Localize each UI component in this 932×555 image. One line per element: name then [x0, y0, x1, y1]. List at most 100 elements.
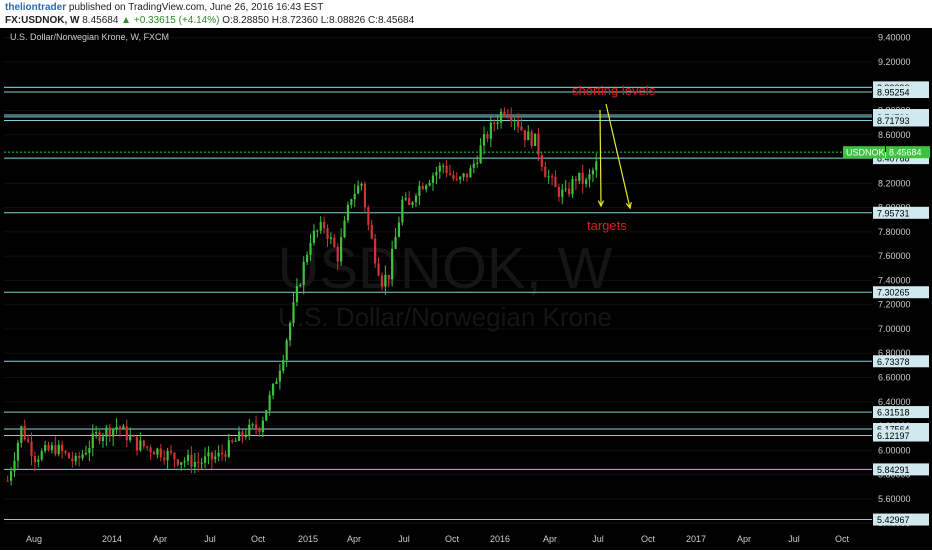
time-axis-bg [0, 531, 873, 550]
candle-body [125, 426, 128, 441]
candle-body [516, 120, 520, 127]
candle-body [459, 176, 462, 180]
annotation-arrows [597, 103, 632, 210]
time-tick-label: 2015 [298, 534, 318, 544]
candle-body [98, 432, 101, 442]
author-name[interactable]: theliontrader [5, 2, 67, 13]
candle-body [428, 182, 431, 186]
candle-body [81, 454, 84, 459]
time-tick-label: Oct [641, 534, 656, 544]
candle-body [530, 131, 533, 146]
candle-body [445, 165, 448, 174]
price-tick-label: 5.60000 [878, 494, 911, 504]
candle-body [186, 454, 190, 461]
candle-body [169, 451, 173, 453]
candle-body [523, 130, 526, 141]
candle-body [571, 179, 574, 195]
time-tick-label: Oct [251, 534, 266, 544]
candle-body [452, 174, 455, 179]
candle-body [112, 428, 115, 437]
candle-body [309, 242, 312, 255]
chart-area[interactable]: USDNOK, W U.S. Dollar/Norwegian Krone U.… [0, 28, 932, 550]
candle-body [343, 220, 346, 238]
candle-body [336, 246, 339, 262]
candle-body [224, 454, 227, 457]
ohlc-open: O:8.28850 [222, 15, 269, 26]
candle-body [588, 174, 591, 180]
time-tick-label: Apr [737, 534, 751, 544]
candle-body [401, 199, 404, 223]
candle-body [50, 445, 54, 451]
candle-body [180, 462, 183, 465]
candle-body [465, 173, 469, 178]
candle-body [397, 222, 401, 237]
horizontal-levels [4, 86, 872, 521]
candle-body [214, 456, 217, 460]
level-tag-bg [873, 286, 929, 299]
candle-body [203, 456, 207, 463]
price-tick-label: 8.60000 [878, 130, 911, 140]
candle-body [561, 189, 564, 197]
candle-body [101, 436, 105, 442]
level-tag-label: 6.73378 [877, 357, 910, 367]
candle-body [377, 263, 380, 276]
level-tag-bg [873, 206, 929, 219]
candle-body [302, 261, 305, 285]
candle-body [581, 172, 584, 185]
candle-body [316, 230, 319, 232]
candle-body [190, 454, 193, 467]
candle-body [486, 134, 489, 139]
candle-body [370, 224, 373, 239]
candle-body [254, 424, 258, 429]
candle-body [357, 185, 360, 194]
level-tag-bg [873, 463, 929, 476]
candle-body [554, 176, 557, 187]
candle-body [156, 448, 159, 455]
price-tag-value-bg [886, 146, 930, 159]
price-tick-label: 6.80000 [878, 348, 911, 358]
price-tick-label: 7.00000 [878, 324, 911, 334]
candle-body [261, 420, 264, 433]
candle-body [384, 274, 387, 287]
candle-body [557, 186, 560, 197]
price-axis[interactable]: 9.400009.200009.000008.800008.600008.400… [873, 28, 932, 550]
level-tag-label: 8.40768 [877, 154, 910, 164]
candle-body [380, 275, 384, 287]
candle-body [411, 202, 414, 205]
time-tick-label: Oct [835, 534, 850, 544]
candle-body [149, 447, 152, 453]
candle-body [367, 207, 370, 225]
candle-body [251, 424, 254, 426]
time-tick-label: Apr [153, 534, 167, 544]
candle-body [421, 185, 424, 190]
price-tick-label: 6.00000 [878, 445, 911, 455]
candle-body [275, 381, 278, 384]
candle-body [472, 163, 475, 168]
candle-body [44, 445, 47, 452]
candle-body [64, 451, 67, 453]
level-tag-label: 6.17564 [877, 425, 910, 435]
candle-body [95, 432, 98, 434]
price-chart[interactable]: USDNOK, W U.S. Dollar/Norwegian Krone U.… [0, 28, 932, 550]
level-tag-label: 5.84291 [877, 465, 910, 475]
candle-body [506, 114, 509, 117]
candle-body [176, 459, 179, 465]
candle-body [227, 440, 230, 457]
candle-body [193, 461, 196, 467]
candle-body [567, 188, 571, 195]
time-tick-label: Jul [788, 534, 800, 544]
candle-body [40, 451, 43, 460]
candle-body [387, 274, 390, 280]
price-tick-label: 8.20000 [878, 178, 911, 188]
candle-body [288, 323, 292, 341]
candle-body [210, 452, 213, 460]
candle-body [513, 120, 516, 122]
level-tag-bg [873, 86, 929, 99]
candle-body [350, 199, 353, 205]
candle-body [595, 161, 598, 171]
time-axis[interactable]: Aug 2014 Apr Jul Oct 2015 Apr Jul Oct 2016 Apr Jul O… [0, 531, 873, 550]
candle-body [533, 133, 537, 146]
candle-body [129, 435, 132, 441]
candle-body [462, 173, 465, 177]
candle-body [20, 426, 23, 443]
